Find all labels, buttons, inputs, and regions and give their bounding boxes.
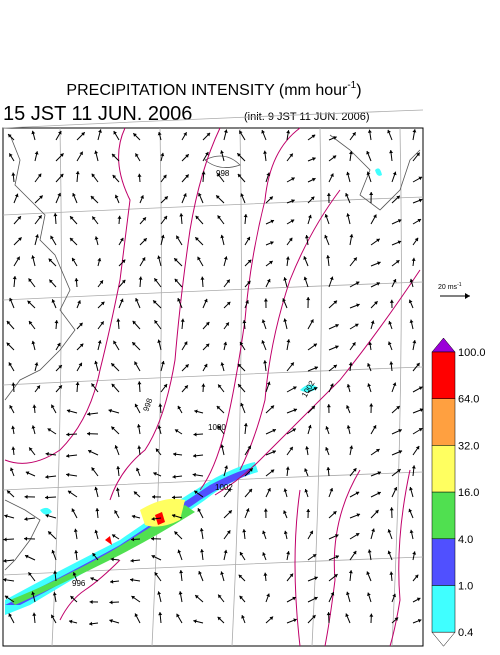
colorbar-label: 16.0 (458, 487, 479, 499)
contour-label: 1000 (208, 423, 226, 432)
colorbar-segment (432, 352, 455, 399)
colorbar-label: 100.0 (458, 347, 486, 359)
colorbar-label: 0.4 (458, 627, 473, 639)
colorbar-label: 32.0 (458, 440, 479, 452)
title-text: PRECIPITATION INTENSITY (mm hour (66, 82, 348, 99)
contour-label: 998 (216, 169, 230, 178)
title: PRECIPITATION INTENSITY (mm hour-1) (66, 80, 361, 99)
colorbar-label: 64.0 (458, 394, 479, 406)
wind-scale-head (465, 293, 470, 299)
colorbar-top (432, 338, 455, 352)
contour-label: 996 (72, 579, 86, 588)
colorbar-segment (432, 492, 455, 539)
valid-time: 15 JST 11 JUN. 2006 (3, 103, 192, 125)
colorbar-segment (432, 445, 455, 492)
wind-scale: 20 ms-1 (438, 282, 470, 299)
colorbar-label: 4.0 (458, 534, 473, 546)
wind-scale-sup: -1 (457, 282, 462, 288)
colorbar-label: 1.0 (458, 581, 473, 593)
map: 998 998 1000 1002 1002 996 (3, 110, 423, 646)
wind-scale-text: 20 ms (438, 284, 458, 291)
colorbar: 100.0 64.0 32.0 16.0 4.0 1.0 0.4 (432, 338, 486, 646)
contour-label: 1002 (215, 483, 233, 492)
wind-scale-label: 20 ms-1 (438, 282, 462, 291)
colorbar-segment (432, 539, 455, 586)
title-suffix: ) (356, 82, 361, 99)
colorbar-segment (432, 586, 455, 633)
colorbar-bottom (432, 632, 455, 646)
colorbar-segment (432, 399, 455, 446)
